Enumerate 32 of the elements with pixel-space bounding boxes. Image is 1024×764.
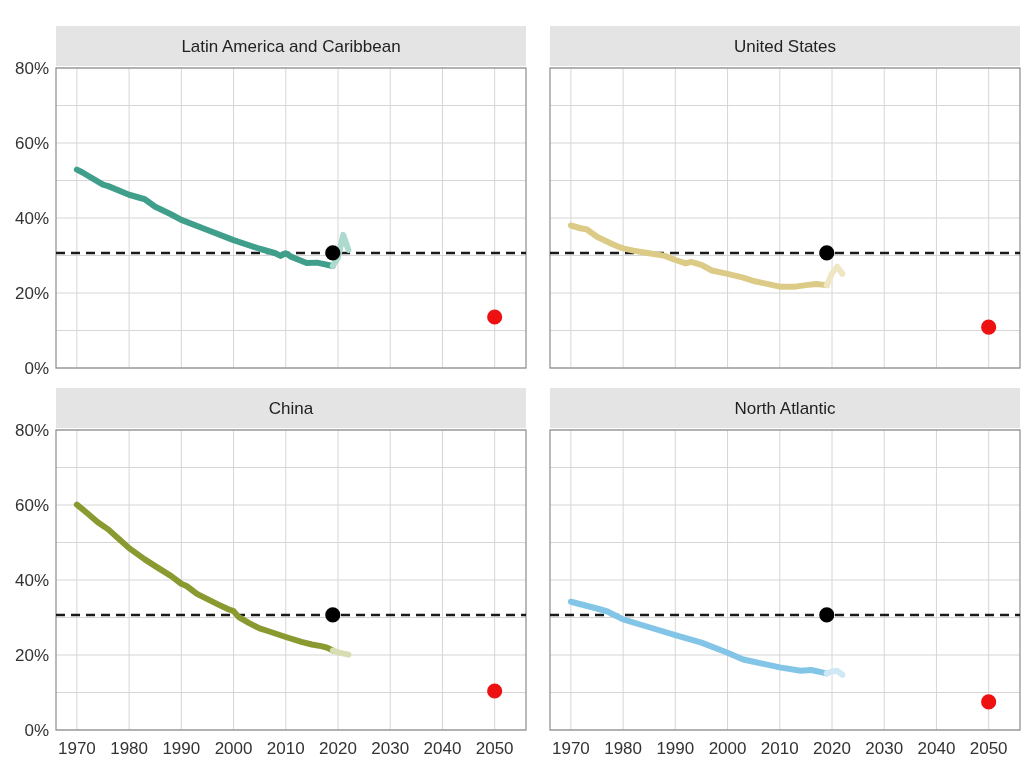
y-tick-label: 20%	[14, 645, 49, 665]
chart-title: Latin America and Caribbean	[181, 37, 401, 56]
y-tick-label: 0%	[24, 358, 49, 378]
x-tick-label: 2010	[266, 739, 305, 758]
x-tick-label: 1980	[110, 739, 149, 758]
chart-title: China	[268, 399, 314, 418]
x-tick-label: 2020	[319, 739, 357, 758]
x-tick-label: 2000	[708, 739, 747, 758]
x-tick-label: 2040	[423, 739, 462, 758]
x-tick-label: 2020	[813, 739, 851, 758]
x-tick-label: 1990	[656, 739, 695, 758]
y-tick-label: 60%	[14, 495, 49, 515]
x-tick-label: 2050	[475, 739, 514, 758]
x-tick-label: 2040	[917, 739, 956, 758]
x-tick-label: 1970	[57, 739, 96, 758]
y-tick-label: 80%	[14, 58, 49, 78]
y-tick-label: 0%	[24, 720, 49, 740]
y-tick-label: 20%	[14, 283, 49, 303]
y-tick-label: 40%	[14, 570, 49, 590]
x-tick-label: 1990	[162, 739, 201, 758]
x-tick-label: 2030	[865, 739, 904, 758]
chart-title: United States	[733, 37, 837, 56]
x-tick-label: 2050	[969, 739, 1008, 758]
x-tick-label: 2030	[371, 739, 410, 758]
x-tick-label: 2010	[760, 739, 799, 758]
chart-title: North Atlantic	[734, 399, 837, 418]
x-tick-label: 1970	[551, 739, 590, 758]
y-tick-label: 40%	[14, 208, 49, 228]
y-tick-label: 80%	[14, 420, 49, 440]
x-tick-label: 1980	[604, 739, 643, 758]
y-tick-label: 60%	[14, 133, 49, 153]
x-tick-label: 2000	[214, 739, 253, 758]
